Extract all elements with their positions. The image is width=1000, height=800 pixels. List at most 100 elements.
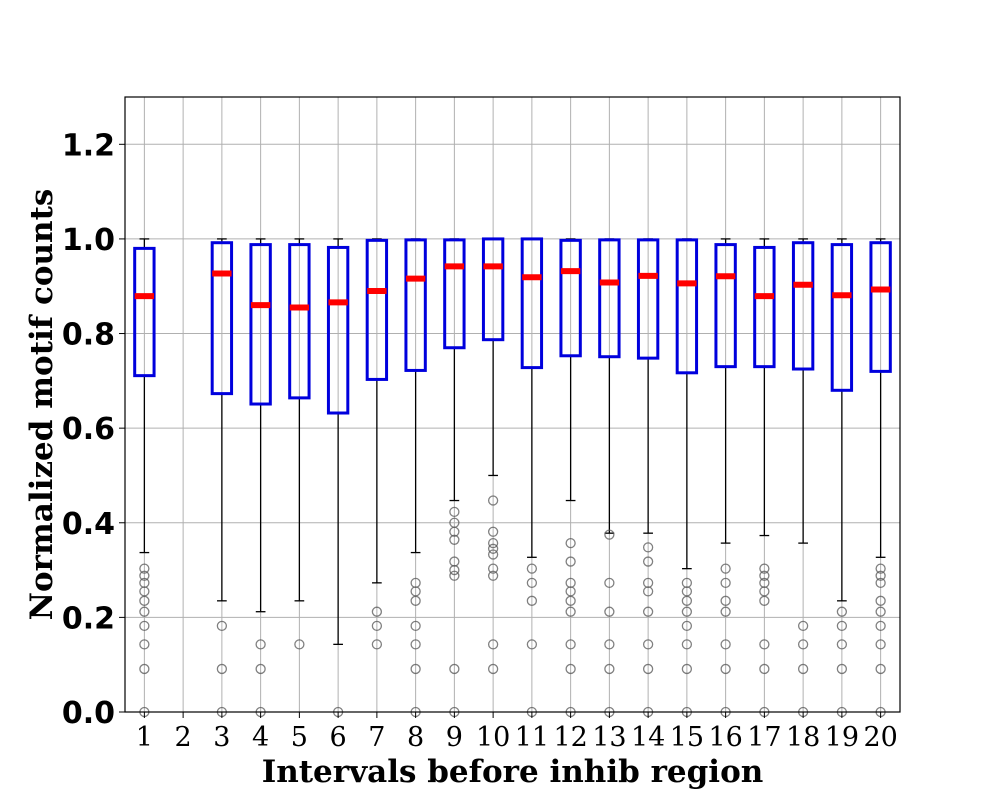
box-11 (520, 237, 544, 718)
outlier-point (565, 556, 576, 567)
iqr-box (404, 238, 427, 372)
outlier-point (526, 563, 538, 574)
outlier-point (604, 606, 615, 617)
box-15 (675, 238, 699, 718)
x-tick-label: 3 (213, 722, 230, 753)
outlier-point (875, 570, 886, 581)
outlier-point (255, 639, 266, 650)
outlier-point (565, 537, 576, 549)
y-tick-label: 0.6 (62, 412, 115, 447)
outlier-point (449, 663, 460, 675)
outlier-point (681, 620, 693, 632)
outlier-point (720, 639, 731, 650)
outlier-point (487, 526, 499, 537)
outlier-point (526, 639, 538, 650)
outlier-point (565, 639, 576, 650)
x-tick-label: 14 (631, 722, 665, 753)
box-12 (559, 238, 582, 718)
iqr-box (520, 237, 544, 370)
outlier-point (836, 639, 848, 650)
outlier-point (139, 570, 150, 581)
iqr-box (288, 243, 311, 400)
x-tick-label: 16 (708, 722, 742, 753)
box-13 (598, 238, 621, 718)
iqr-box (210, 241, 234, 396)
box-4 (249, 238, 272, 718)
outlier-point (371, 620, 383, 632)
x-tick-label: 8 (407, 722, 424, 753)
outlier-point (487, 639, 499, 650)
iqr-box (869, 241, 892, 373)
outlier-point (487, 549, 499, 560)
x-tick-label: 5 (291, 722, 308, 753)
outlier-point (139, 639, 150, 650)
outlier-point (139, 563, 150, 574)
outlier-point (371, 639, 383, 650)
outlier-point (410, 639, 421, 650)
outlier-point (487, 570, 499, 581)
outlier-point (487, 495, 499, 506)
outlier-point (604, 639, 615, 650)
outlier-point (487, 537, 499, 549)
y-tick-label: 1.2 (62, 128, 115, 163)
outlier-point (875, 595, 886, 606)
box-9 (443, 238, 466, 718)
iqr-box (326, 245, 350, 415)
outlier-point (255, 663, 266, 675)
x-tick-label: 6 (330, 722, 347, 753)
y-axis-label: Normalized motif counts (24, 189, 60, 621)
iqr-box (714, 243, 737, 369)
outlier-point (797, 620, 809, 632)
outlier-point (797, 639, 809, 650)
outlier-point (759, 595, 770, 606)
box-8 (404, 238, 427, 718)
outlier-point (875, 563, 886, 574)
outlier-point (681, 663, 693, 675)
iqr-box (598, 238, 621, 359)
outlier-point (604, 529, 615, 540)
outlier-point (642, 606, 654, 617)
y-tick-label: 1.0 (62, 223, 115, 258)
outlier-point (410, 620, 421, 632)
iqr-box (830, 243, 854, 392)
iqr-box (753, 245, 776, 369)
x-tick-label: 12 (553, 722, 587, 753)
outlier-point (642, 556, 654, 567)
x-tick-label: 10 (476, 722, 510, 753)
box-19 (830, 238, 854, 718)
x-tick-label: 4 (252, 722, 269, 753)
outlier-point (604, 577, 615, 588)
outlier-point (526, 577, 538, 588)
outlier-point (720, 606, 731, 617)
outlier-point (720, 577, 731, 588)
x-tick-label: 1 (136, 722, 153, 753)
outlier-point (875, 577, 886, 588)
outlier-point (604, 663, 615, 675)
outlier-point (759, 663, 770, 675)
x-tick-label: 15 (670, 722, 704, 753)
box-1 (133, 238, 156, 718)
outlier-point (487, 663, 499, 675)
outlier-point (759, 563, 770, 574)
y-tick-label: 0.8 (62, 318, 115, 353)
outlier-point (642, 639, 654, 650)
outlier-point (449, 506, 460, 518)
outlier-point (875, 606, 886, 617)
outlier-point (836, 620, 848, 632)
outlier-point (526, 595, 538, 606)
x-tick-label: 9 (446, 722, 463, 753)
outlier-point (720, 563, 731, 574)
outlier-point (797, 663, 809, 675)
iqr-box (675, 238, 699, 375)
outlier-point (836, 606, 848, 617)
y-tick-label: 0.4 (62, 507, 115, 542)
outlier-point (294, 639, 305, 650)
outlier-point (759, 639, 770, 650)
box-3 (210, 238, 234, 718)
outlier-point (216, 620, 228, 632)
outlier-point (642, 663, 654, 675)
outlier-point (759, 570, 770, 581)
outlier-point (139, 620, 150, 632)
box-5 (288, 238, 311, 650)
x-tick-label: 13 (592, 722, 626, 753)
